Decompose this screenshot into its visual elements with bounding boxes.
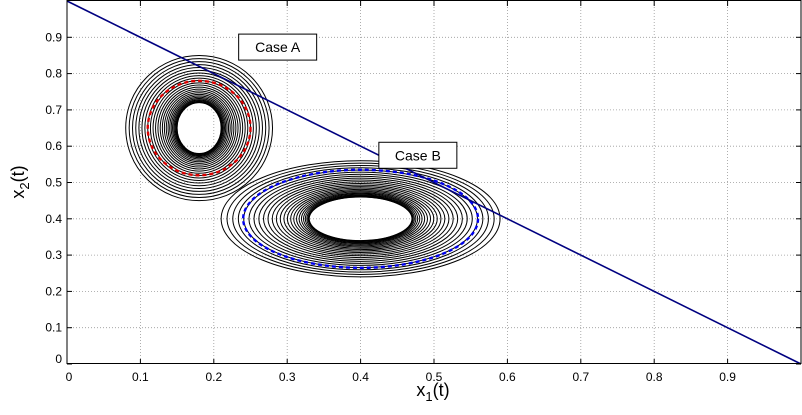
y-axis-label-tail: (t) xyxy=(8,165,28,182)
contour-level xyxy=(279,184,442,254)
contour-level xyxy=(155,82,244,174)
contour-level xyxy=(271,181,450,257)
contour-level xyxy=(173,99,225,158)
x-tick-label: 0.7 xyxy=(572,370,589,384)
contour-level xyxy=(298,192,423,246)
y-tick-label: 0.1 xyxy=(45,321,62,335)
y-tick-label: 0.4 xyxy=(45,212,62,226)
contour-level xyxy=(237,167,484,271)
highlight-contour xyxy=(241,168,480,270)
x-axis-label-tail: (t) xyxy=(433,380,450,400)
case-annotation: Case B xyxy=(378,141,458,169)
contour-level xyxy=(303,194,419,244)
contour-level xyxy=(161,88,237,168)
y-tick-label: 0.9 xyxy=(45,30,62,44)
contour-level xyxy=(174,100,224,157)
contour-level xyxy=(300,193,421,245)
x-tick-label: 0.1 xyxy=(132,370,149,384)
contour-level xyxy=(226,162,495,275)
contour-level xyxy=(262,177,459,260)
contour-level xyxy=(290,188,432,249)
x-tick-label: 0 xyxy=(66,370,73,384)
contour-level xyxy=(283,186,438,252)
contour-level xyxy=(267,179,454,259)
annotation-layer: Case A Case B xyxy=(238,33,458,169)
y-tick-label: 0.8 xyxy=(45,67,62,81)
contour-level xyxy=(169,95,230,161)
annotation-text: Case A xyxy=(255,39,301,55)
contour-level xyxy=(304,194,417,243)
constraint-line xyxy=(66,0,802,365)
x-tick-label: 0.4 xyxy=(352,370,369,384)
x-axis-label-main: x xyxy=(416,380,425,400)
x-tick-label: 0.8 xyxy=(646,370,663,384)
case-annotation: Case A xyxy=(238,33,318,61)
line-layer xyxy=(66,0,802,365)
y-tick-label: 0 xyxy=(55,352,62,366)
annotation-text: Case B xyxy=(395,147,441,163)
contour-level xyxy=(175,101,223,155)
y-axis-label-main: x xyxy=(8,190,28,199)
contour-level xyxy=(308,196,413,242)
contour-level xyxy=(172,97,227,159)
x-axis-label-sub: 1 xyxy=(425,389,432,404)
contour-level xyxy=(135,64,263,192)
contour-level xyxy=(165,92,233,164)
annotation-box xyxy=(238,33,318,61)
contour-level xyxy=(144,72,254,184)
contour-level xyxy=(296,191,426,247)
contour-level xyxy=(167,93,231,163)
x-tick-label: 0.9 xyxy=(719,370,736,384)
y-axis-label-sub: 2 xyxy=(17,182,32,189)
contour-level xyxy=(170,96,228,160)
x-tick-label: 0.6 xyxy=(499,370,516,384)
contour-level xyxy=(132,61,267,195)
contour-level xyxy=(149,77,249,179)
x-tick-label: 0.2 xyxy=(205,370,222,384)
contour-level xyxy=(175,100,224,156)
highlight-contour xyxy=(146,79,252,177)
contour-level xyxy=(258,175,463,262)
contour-level xyxy=(220,160,501,278)
y-tick-label: 0.6 xyxy=(45,139,62,153)
contour-level xyxy=(125,54,274,202)
contour-level xyxy=(286,187,435,251)
contour-level xyxy=(159,86,239,170)
contour-level xyxy=(248,171,473,266)
x-tick-label: 0.3 xyxy=(279,370,296,384)
tick-layer: 0 0.1 0.2 0.3 0.4 0.5 0.6 0.7 0.8 0.9 0 0.1 0.2 0.3 0.… xyxy=(45,1,801,384)
x-axis-label: x1(t) xyxy=(416,380,449,404)
contour-level xyxy=(306,195,415,243)
y-tick-label: 0.3 xyxy=(45,248,62,262)
x-tick-label: 0.5 xyxy=(426,370,443,384)
y-tick-label: 0.2 xyxy=(45,284,62,298)
plot-area-frame xyxy=(66,0,802,364)
contour-level xyxy=(138,67,260,190)
contour-level xyxy=(293,190,428,248)
contour-level xyxy=(141,69,257,187)
annotation-box xyxy=(378,141,458,169)
y-axis-label: x2(t) xyxy=(8,165,32,198)
contour-set xyxy=(125,54,274,202)
contour-level xyxy=(253,173,468,264)
contour-level xyxy=(157,84,241,172)
contour-level xyxy=(275,182,446,255)
contour-level xyxy=(232,165,489,273)
contour-level xyxy=(163,90,235,166)
y-tick-label: 0.7 xyxy=(45,103,62,117)
contour-layer xyxy=(125,54,501,278)
contour-set xyxy=(220,160,501,278)
contour-level xyxy=(128,58,270,198)
y-tick-label: 0.5 xyxy=(45,176,62,190)
